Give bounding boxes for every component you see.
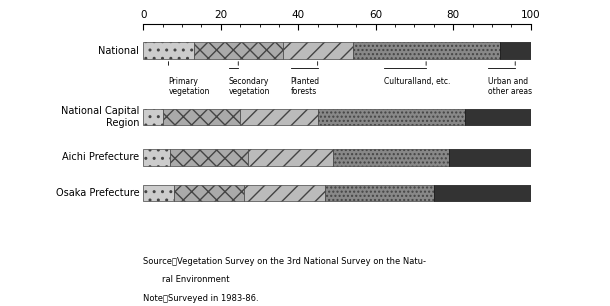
Bar (333, 149, 450, 166)
Bar (240, 109, 318, 125)
Bar (434, 185, 531, 201)
Text: Secondary
vegetation: Secondary vegetation (229, 77, 270, 96)
Bar (170, 149, 248, 166)
Bar (248, 149, 333, 166)
Bar (143, 185, 174, 201)
Bar (143, 42, 194, 59)
Bar (283, 42, 353, 59)
Bar (353, 42, 500, 59)
Text: Source：Vegetation Survey on the 3rd National Survey on the Natu-: Source：Vegetation Survey on the 3rd Nati… (143, 257, 426, 266)
Bar (174, 185, 244, 201)
Bar (143, 109, 163, 125)
Text: Note：Surveyed in 1983-86.: Note：Surveyed in 1983-86. (143, 294, 259, 303)
Bar (143, 149, 170, 166)
Text: Urban and
other areas: Urban and other areas (488, 77, 532, 96)
Text: Planted
forests: Planted forests (290, 77, 320, 96)
Bar (163, 109, 240, 125)
Bar (500, 42, 531, 59)
Text: Primary
vegetation: Primary vegetation (168, 77, 210, 96)
Text: Culturalland, etc.: Culturalland, etc. (384, 77, 450, 86)
Text: ral Environment: ral Environment (162, 275, 229, 284)
Bar (318, 109, 465, 125)
Bar (194, 42, 283, 59)
Bar (244, 185, 325, 201)
Bar (325, 185, 434, 201)
Bar (465, 109, 531, 125)
Bar (450, 149, 531, 166)
